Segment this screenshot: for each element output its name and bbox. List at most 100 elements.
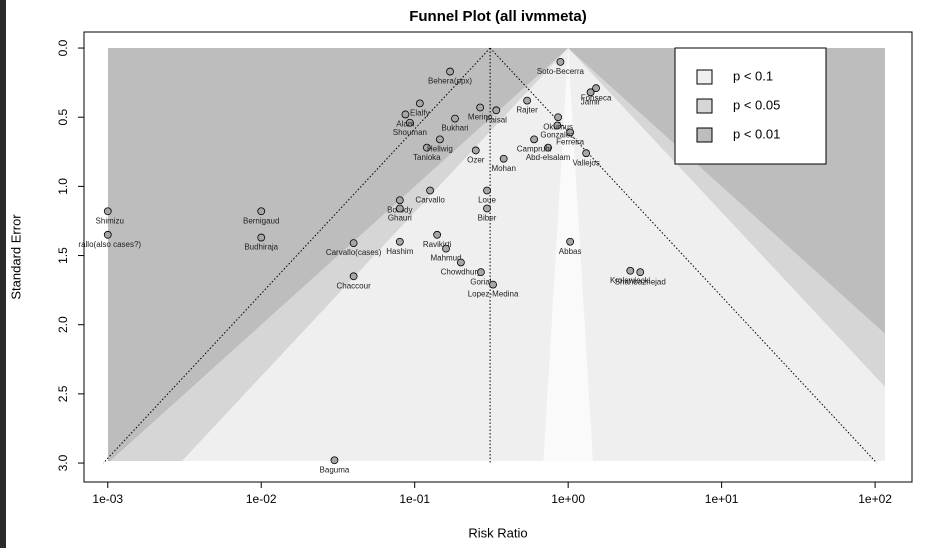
- y-tick-label: 2.5: [56, 385, 70, 402]
- study-point: [426, 186, 435, 195]
- study-label: Mohan: [491, 164, 515, 173]
- study-point: [395, 196, 404, 205]
- study-label: Shahbaznejad: [615, 277, 666, 286]
- study-point: [553, 121, 562, 130]
- points: Shimizu rallo(also cases?) Bernigaud Budhir…: [78, 57, 666, 474]
- study-label: Ravikirti: [423, 240, 452, 249]
- window-edge: [0, 0, 6, 548]
- study-point: [436, 135, 444, 144]
- study-label: Alam: [396, 120, 415, 129]
- study-point: [523, 96, 531, 105]
- x-tick-label: 1e+00: [551, 492, 585, 506]
- study-label: Merino: [468, 113, 493, 122]
- study-label: Behera(ppx): [428, 77, 472, 86]
- study-label: Budhiraja: [244, 243, 278, 252]
- study-point: [586, 88, 595, 97]
- legend-swatch: [696, 69, 713, 85]
- study-label: Ozer: [467, 156, 485, 165]
- legend-label: p < 0.01: [733, 126, 780, 141]
- study-point: [395, 204, 404, 213]
- study-label: Gorial: [470, 277, 492, 286]
- study-label: Loue: [478, 196, 496, 205]
- study-point: [401, 110, 410, 119]
- y-axis-label: Standard Error: [8, 214, 23, 300]
- study-label: Elalfy: [410, 108, 430, 117]
- study-point: [349, 239, 358, 247]
- study-label: Hashim: [386, 247, 413, 256]
- x-axis-label: Risk Ratio: [468, 525, 527, 540]
- study-point: [489, 280, 497, 289]
- study-label: Vallejos: [572, 158, 599, 167]
- legend: p < 0.1 p < 0.05 p < 0.01: [674, 47, 827, 165]
- study-point: [476, 268, 485, 277]
- x-tick-label: 1e-02: [246, 492, 277, 506]
- study-label: Chaccour: [337, 281, 372, 290]
- x-tick-label: 1e+01: [705, 492, 739, 506]
- x-tick-label: 1e-03: [92, 492, 123, 506]
- y-tick-label: 3.0: [56, 454, 70, 471]
- study-point: [330, 456, 339, 465]
- study-label: Shouman: [393, 128, 427, 137]
- study-label: Fonseca: [581, 93, 612, 102]
- study-point: [405, 118, 414, 127]
- study-point: [636, 268, 645, 277]
- study-point: [566, 128, 575, 137]
- study-label: Chowdhury: [441, 268, 481, 277]
- study-point: [442, 244, 450, 253]
- study-point: [530, 135, 539, 144]
- study-point: [433, 230, 442, 239]
- plot-frame: [83, 31, 913, 483]
- study-point: [492, 106, 501, 115]
- contour-region: [181, 48, 885, 461]
- study-label: Baguma: [320, 465, 350, 474]
- study-point: [456, 258, 465, 267]
- study-label: Abbas: [559, 247, 582, 256]
- y-tick-label: 0.5: [56, 109, 70, 126]
- study-label: Soto-Becerra: [537, 67, 585, 76]
- study-label: Jamir: [581, 97, 601, 106]
- study-label: Mahmud: [430, 254, 461, 263]
- x-tick-label: 1e+02: [858, 492, 892, 506]
- study-point: [257, 207, 266, 216]
- study-label: Lopez-Medina: [468, 290, 519, 299]
- study-label: Okumus: [543, 122, 573, 131]
- study-label: Tanioka: [413, 153, 441, 162]
- study-point: [103, 230, 112, 239]
- study-label: Hellwig: [427, 144, 453, 153]
- y-tick-label: 1.5: [56, 247, 70, 264]
- study-label: Gonzalez: [540, 131, 574, 140]
- study-point: [446, 67, 454, 76]
- study-label: Bukhari: [441, 124, 468, 133]
- chart-title: Funnel Plot (all ivmmeta): [409, 8, 587, 25]
- study-point: [554, 113, 563, 122]
- study-label: Krolewiecki: [610, 276, 651, 285]
- contour-region: [543, 48, 593, 461]
- study-label: Bernigaud: [243, 216, 279, 225]
- study-point: [103, 207, 112, 216]
- study-point: [483, 204, 491, 213]
- study-label: Shimizu: [96, 216, 124, 225]
- study-point: [476, 103, 485, 112]
- study-point: [582, 149, 591, 158]
- study-point: [592, 84, 600, 93]
- legend-swatch: [696, 98, 713, 114]
- legend-swatch: [696, 127, 713, 143]
- legend-label: p < 0.05: [733, 97, 780, 112]
- study-point: [544, 143, 552, 152]
- study-label: Rajter: [516, 106, 538, 115]
- study-label: Ghauri: [388, 214, 412, 223]
- y-tick-label: 2.0: [56, 316, 70, 333]
- y-tick-label: 1.0: [56, 178, 70, 195]
- study-label: Ferreira: [556, 138, 585, 147]
- study-label: Carvallo(cases): [326, 248, 382, 257]
- study-label: Faisal: [486, 115, 508, 124]
- funnel-line: [103, 47, 491, 464]
- study-label: Biber: [478, 214, 497, 223]
- study-point: [483, 186, 491, 195]
- legend-label: p < 0.1: [733, 68, 773, 83]
- study-point: [415, 99, 424, 108]
- study-point: [451, 114, 459, 123]
- study-point: [257, 233, 266, 242]
- study-point: [499, 154, 508, 163]
